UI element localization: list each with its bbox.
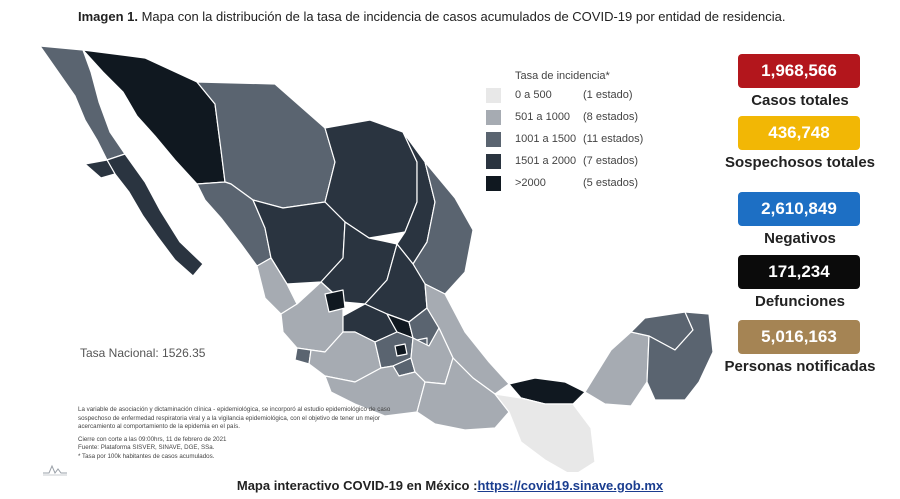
- legend-title: Tasa de incidencia*: [515, 70, 610, 82]
- legend-count: (7 estados): [583, 155, 639, 167]
- legend-range: 501 a 1000: [515, 111, 571, 123]
- stat-defunciones: 171,234 Defunciones: [705, 255, 895, 310]
- state-guerrero: [324, 365, 426, 417]
- stat-negativos: 2,610,849 Negativos: [705, 192, 895, 247]
- notes-cutoff: Cierre con corte a las 09:00hrs, 11 de f…: [78, 435, 227, 443]
- stat-label: Sospechosos totales: [724, 154, 876, 171]
- stat-value-box: 5,016,163: [738, 320, 860, 354]
- legend-swatch: [486, 87, 501, 103]
- legend-swatch: [486, 153, 501, 169]
- figure-title-text: Mapa con la distribución de la tasa de i…: [137, 9, 786, 24]
- stat-value-box: 436,748: [738, 116, 860, 150]
- footer: Mapa interactivo COVID-19 en México :htt…: [0, 478, 900, 493]
- notes-paragraph: La variable de asociación y dictaminació…: [78, 406, 391, 431]
- stat-value-box: 171,234: [738, 255, 860, 289]
- state-baja-california-sur: [106, 153, 204, 277]
- legend-item: 1501 a 2000 (7 estados): [486, 150, 696, 172]
- legend-item: 0 a 500 (1 estado): [486, 84, 696, 106]
- pulse-logo-icon: [43, 464, 67, 476]
- legend-item: 501 a 1000 (8 estados): [486, 106, 696, 128]
- state-chiapas: [494, 393, 596, 472]
- stat-personas-notificadas: 5,016,163 Personas notificadas: [705, 320, 895, 375]
- national-rate: Tasa Nacional: 1526.35: [80, 346, 206, 360]
- legend-swatch: [486, 175, 501, 191]
- state-colima: [294, 347, 312, 365]
- legend-range: 1501 a 2000: [515, 155, 577, 167]
- figure-title-prefix: Imagen 1.: [78, 9, 138, 24]
- stat-label: Personas notificadas: [724, 358, 876, 375]
- stat-sospechosos-totales: 436,748 Sospechosos totales: [705, 116, 895, 171]
- stat-label: Negativos: [764, 230, 836, 247]
- legend-item: >2000 (5 estados): [486, 172, 696, 194]
- legend-item: 1001 a 1500 (11 estados): [486, 128, 696, 150]
- stat-value-box: 1,968,566: [738, 54, 860, 88]
- state-campeche: [584, 331, 650, 407]
- state-aguascalientes: [324, 289, 346, 313]
- state-quintana-roo: [646, 311, 714, 401]
- stat-casos-totales: 1,968,566 Casos totales: [705, 54, 895, 109]
- mexico-map: [39, 45, 714, 472]
- legend-swatch: [486, 109, 501, 125]
- notes-source: Fuente: Plataforma SISVER, SINAVE, DGE, …: [78, 444, 215, 452]
- legend-range: >2000: [515, 177, 546, 189]
- state-baja-california-sur-tip: [84, 159, 116, 179]
- legend-count: (1 estado): [583, 89, 633, 101]
- notes-footnote: * Tasa por 100k habitantes de casos acum…: [78, 452, 215, 460]
- footer-text: Mapa interactivo COVID-19 en México :: [236, 478, 478, 493]
- map-legend: Tasa de incidencia* 0 a 500 (1 estado) 50…: [486, 70, 696, 194]
- legend-range: 0 a 500: [515, 89, 552, 101]
- figure-title: Imagen 1. Mapa con la distribución de la…: [78, 9, 785, 24]
- legend-count: (11 estados): [583, 133, 644, 145]
- stat-label: Defunciones: [754, 293, 845, 310]
- methodology-notes: La variable de asociación y dictaminació…: [78, 406, 408, 462]
- legend-count: (8 estados): [583, 111, 639, 123]
- legend-count: (5 estados): [583, 177, 639, 189]
- legend-swatch: [486, 131, 501, 147]
- interactive-map-link[interactable]: https://covid19.sinave.gob.mx: [477, 478, 664, 493]
- stat-value-box: 2,610,849: [738, 192, 860, 226]
- stat-label: Casos totales: [751, 92, 849, 109]
- state-cdmx: [394, 343, 408, 357]
- legend-range: 1001 a 1500: [515, 133, 577, 145]
